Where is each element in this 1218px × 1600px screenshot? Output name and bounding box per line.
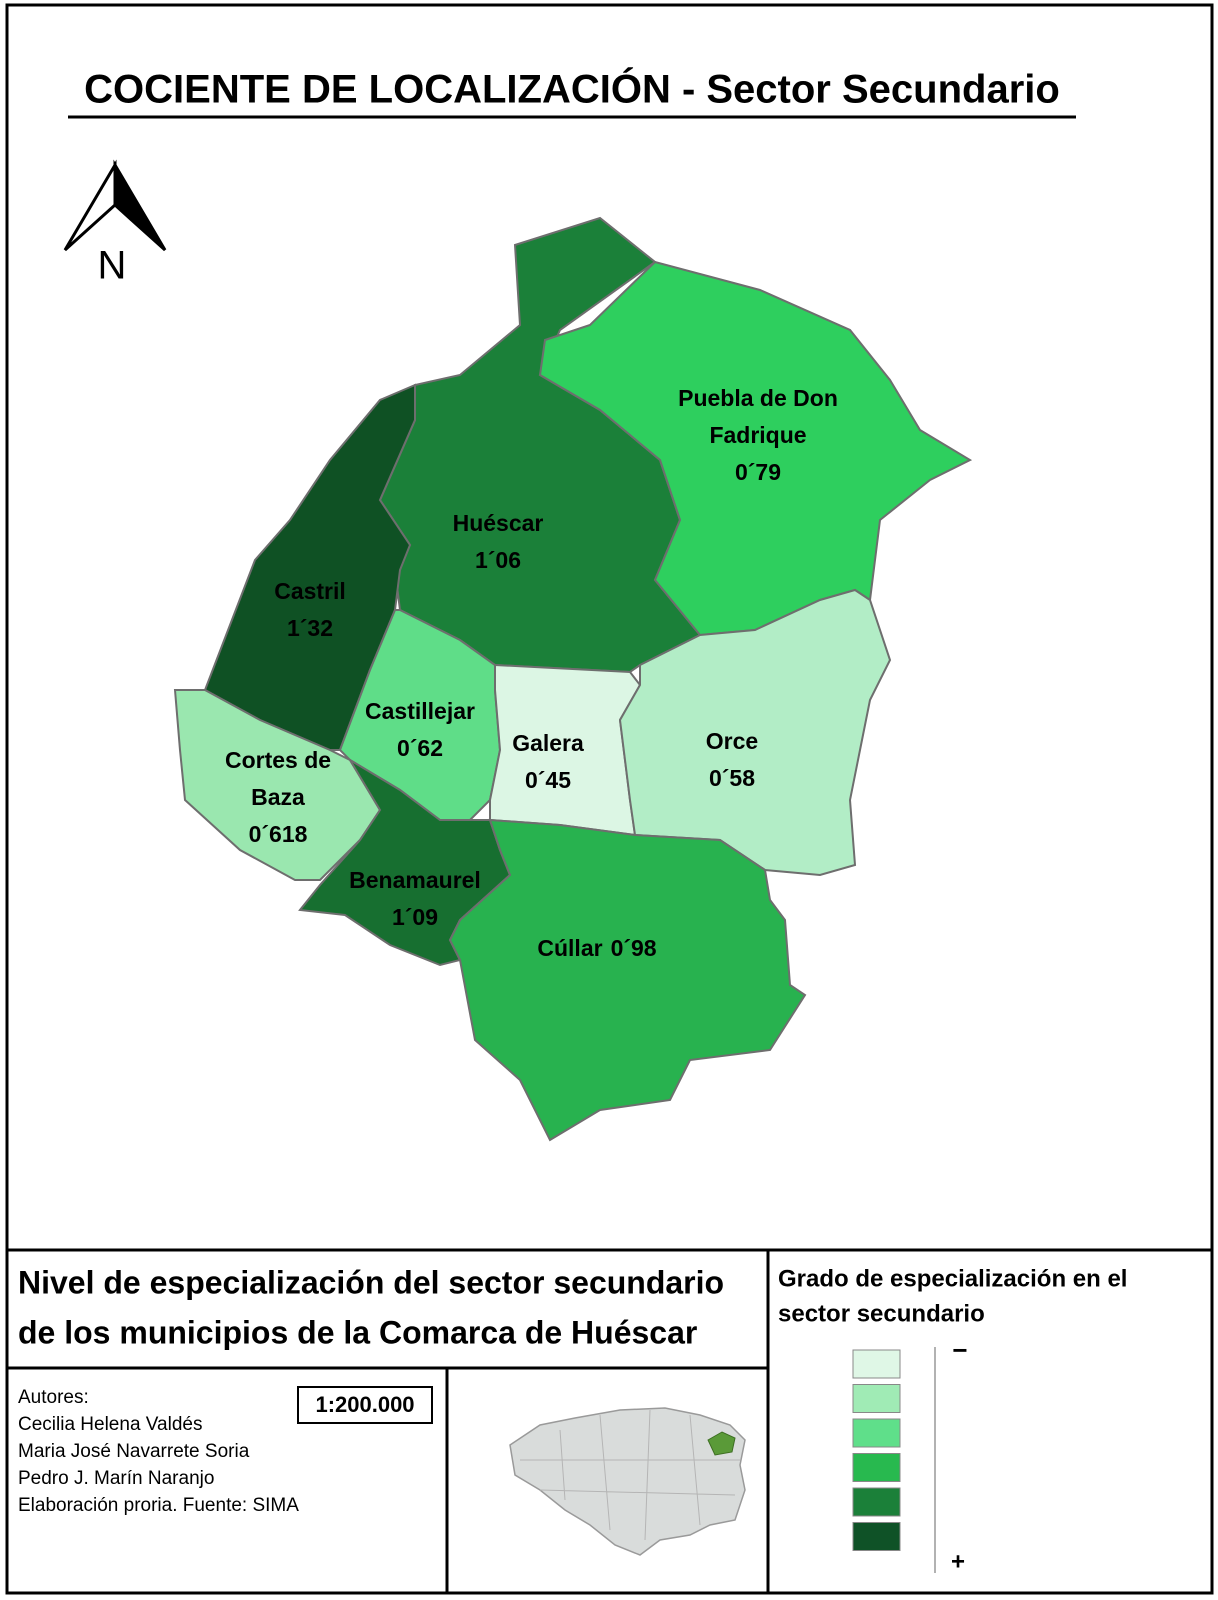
municipality-value: 0´618 <box>249 821 308 847</box>
municipality-name: Huéscar <box>453 510 544 536</box>
north-label: N <box>98 244 127 288</box>
municipality-name: Cortes de <box>225 747 331 773</box>
municipality-name: Cúllar <box>537 935 602 961</box>
municipality-name: Fadrique <box>709 422 806 448</box>
municipality-value: 0´45 <box>525 767 571 793</box>
municipality-name: Castillejar <box>365 698 475 724</box>
legend-min: − <box>952 1335 967 1365</box>
municipality-labels: Huéscar 1´06 Puebla de Don Fadrique 0´79 Cast… <box>225 385 838 961</box>
legend-swatch <box>852 1349 901 1379</box>
title: COCIENTE DE LOCALIZACIÓN - Sector Secund… <box>84 66 1060 112</box>
legend-title: Grado de especialización en el <box>778 1265 1127 1292</box>
municipality-value: 1´06 <box>475 547 521 573</box>
description-line: de los municipios de la Comarca de Huésc… <box>18 1314 697 1350</box>
municipality-name: Benamaurel <box>349 867 481 893</box>
municipality-value: 0´79 <box>735 459 781 485</box>
authors: Autores: Cecilia Helena Valdés Maria José … <box>18 1387 299 1516</box>
municipality-name: Orce <box>706 728 758 754</box>
scale-box <box>297 1386 433 1424</box>
municipality-value: 1´09 <box>392 904 438 930</box>
municipality-name: Puebla de Don <box>678 385 838 411</box>
author-line: Elaboración proria. Fuente: SIMA <box>18 1495 299 1516</box>
legend-title: sector secundario <box>778 1300 985 1327</box>
municipality-value: 0´98 <box>611 935 657 961</box>
municipality <box>448 818 807 1142</box>
north-arrow: N <box>63 159 167 288</box>
municipality-name: Castril <box>274 578 346 604</box>
legend-swatch <box>852 1522 901 1551</box>
author-line: Maria José Navarrete Soria <box>18 1441 250 1462</box>
description-line: Nivel de especialización del sector secu… <box>18 1264 724 1300</box>
municipality-name: Baza <box>251 784 305 810</box>
legend-max: + <box>951 1548 965 1575</box>
author-line: Autores: <box>18 1387 89 1408</box>
municipality <box>338 609 502 821</box>
legend-swatch <box>852 1384 901 1413</box>
municipality-name: Galera <box>512 730 584 756</box>
municipality <box>203 383 416 751</box>
scale: 1:200.000 <box>315 1392 414 1417</box>
legend-swatch <box>852 1453 901 1482</box>
author-line: Cecilia Helena Valdés <box>18 1414 202 1435</box>
locator-map <box>509 1407 746 1556</box>
municipalities <box>173 216 973 1142</box>
municipality <box>618 588 892 877</box>
municipality-value: 1´32 <box>287 615 333 641</box>
municipality-value: 0´62 <box>397 735 443 761</box>
legend-swatch <box>852 1418 901 1448</box>
municipality-label: Cúllar 0´98 <box>537 935 656 961</box>
legend <box>852 1349 901 1551</box>
municipality-value: 0´58 <box>709 765 755 791</box>
frame <box>5 3 1214 1595</box>
author-line: Pedro J. Marín Naranjo <box>18 1468 214 1489</box>
legend-swatch <box>852 1487 901 1517</box>
